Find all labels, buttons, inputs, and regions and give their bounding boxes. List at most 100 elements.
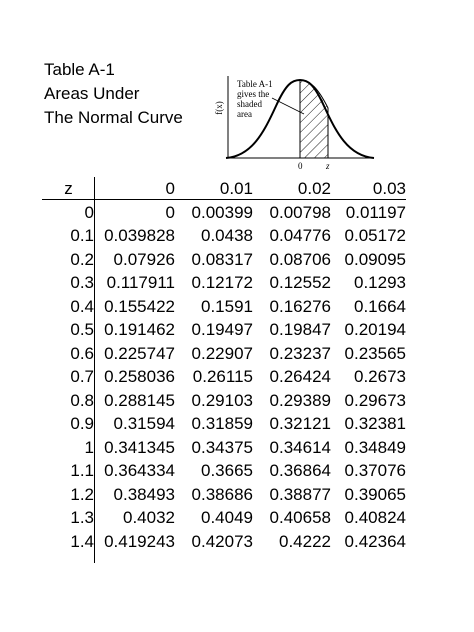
area-value-cell: 0.40658	[253, 506, 331, 530]
area-value-cell: 0.16276	[253, 295, 331, 319]
z-value-cell: 0.6	[42, 342, 95, 366]
area-value-cell: 0.08706	[253, 248, 331, 272]
area-value-cell: 0.2673	[331, 365, 406, 389]
y-axis-label: f(x)	[214, 101, 224, 115]
area-value-cell: 0.42073	[175, 530, 253, 554]
z-value-cell: 1.3	[42, 506, 95, 530]
area-value-cell: 0.364334	[95, 459, 175, 483]
z-value-cell: 0	[42, 201, 95, 225]
area-value-cell: 0.32121	[253, 412, 331, 436]
table-row: 0 0 0.00399 0.00798 0.01197	[42, 201, 406, 225]
area-value-cell: 0.26424	[253, 365, 331, 389]
area-value-cell: 0.31859	[175, 412, 253, 436]
area-value-cell: 0.00399	[175, 201, 253, 225]
area-value-cell: 0.4049	[175, 506, 253, 530]
table-row: 0.8 0.288145 0.29103 0.29389 0.29673	[42, 389, 406, 413]
shaded-area	[300, 80, 328, 158]
area-value-cell: 0.117911	[95, 271, 175, 295]
normal-curve-svg: f(x) Table A-1 gives the shaded area 0 z	[212, 62, 384, 174]
area-value-cell: 0.29389	[253, 389, 331, 413]
header-cell: 0	[95, 177, 175, 201]
area-value-cell: 0.07926	[95, 248, 175, 272]
area-value-cell: 0.20194	[331, 318, 406, 342]
area-value-cell: 0.29103	[175, 389, 253, 413]
figure-caption-line-2: gives the	[237, 89, 269, 99]
area-value-cell: 0.155422	[95, 295, 175, 319]
table-row: 0.6 0.225747 0.22907 0.23237 0.23565	[42, 342, 406, 366]
area-value-cell: 0.09095	[331, 248, 406, 272]
area-value-cell: 0.3665	[175, 459, 253, 483]
normal-table: z 0 0.01 0.02 0.03 0 0 0.00399 0.00798 0.011…	[42, 177, 406, 553]
header-cell: z	[42, 177, 95, 201]
table-row: 1 0.341345 0.34375 0.34614 0.34849	[42, 436, 406, 460]
table-row: 1.2 0.38493 0.38686 0.38877 0.39065	[42, 483, 406, 507]
area-value-cell: 0.34849	[331, 436, 406, 460]
area-value-cell: 0.341345	[95, 436, 175, 460]
z-value-cell: 0.9	[42, 412, 95, 436]
area-value-cell: 0.191462	[95, 318, 175, 342]
area-value-cell: 0.38877	[253, 483, 331, 507]
z-value-cell: 0.7	[42, 365, 95, 389]
area-value-cell: 0.4032	[95, 506, 175, 530]
z-value-cell: 0.4	[42, 295, 95, 319]
table-row: 0.3 0.117911 0.12172 0.12552 0.1293	[42, 271, 406, 295]
tick-zero: 0	[298, 161, 303, 171]
area-value-cell: 0.288145	[95, 389, 175, 413]
area-value-cell: 0.42364	[331, 530, 406, 554]
area-value-cell: 0.01197	[331, 201, 406, 225]
z-value-cell: 1.2	[42, 483, 95, 507]
z-value-cell: 0.3	[42, 271, 95, 295]
area-value-cell: 0.4222	[253, 530, 331, 554]
area-value-cell: 0.31594	[95, 412, 175, 436]
table-row: 0.4 0.155422 0.1591 0.16276 0.1664	[42, 295, 406, 319]
title-line-3: The Normal Curve	[44, 106, 183, 130]
table-header-row: z 0 0.01 0.02 0.03	[42, 177, 406, 201]
figure-caption-line-4: area	[237, 109, 252, 119]
area-value-cell: 0.19497	[175, 318, 253, 342]
table-body: 0 0 0.00399 0.00798 0.01197 0.1 0.039828 0.0438…	[42, 201, 406, 554]
z-value-cell: 0.8	[42, 389, 95, 413]
area-value-cell: 0.40824	[331, 506, 406, 530]
z-value-cell: 1.4	[42, 530, 95, 554]
area-value-cell: 0.1293	[331, 271, 406, 295]
area-value-cell: 0.00798	[253, 201, 331, 225]
area-value-cell: 0.38493	[95, 483, 175, 507]
area-value-cell: 0.05172	[331, 224, 406, 248]
figure-caption-line-3: shaded	[237, 99, 262, 109]
table-row: 0.2 0.07926 0.08317 0.08706 0.09095	[42, 248, 406, 272]
areas-table: z 0 0.01 0.02 0.03 0 0 0.00399 0.00798 0.011…	[42, 177, 406, 553]
header-cell: 0.01	[175, 177, 253, 201]
table-row: 0.5 0.191462 0.19497 0.19847 0.20194	[42, 318, 406, 342]
table-row: 1.1 0.364334 0.3665 0.36864 0.37076	[42, 459, 406, 483]
z-value-cell: 1.1	[42, 459, 95, 483]
area-value-cell: 0.08317	[175, 248, 253, 272]
area-value-cell: 0.37076	[331, 459, 406, 483]
table-row: 0.7 0.258036 0.26115 0.26424 0.2673	[42, 365, 406, 389]
area-value-cell: 0.38686	[175, 483, 253, 507]
table-row: 0.9 0.31594 0.31859 0.32121 0.32381	[42, 412, 406, 436]
area-value-cell: 0.1591	[175, 295, 253, 319]
area-value-cell: 0.36864	[253, 459, 331, 483]
area-value-cell: 0.34614	[253, 436, 331, 460]
area-value-cell: 0.0438	[175, 224, 253, 248]
area-value-cell: 0.258036	[95, 365, 175, 389]
area-value-cell: 0.12172	[175, 271, 253, 295]
page-title: Table A-1 Areas Under The Normal Curve	[44, 58, 183, 130]
area-value-cell: 0.419243	[95, 530, 175, 554]
area-value-cell: 0	[95, 201, 175, 225]
area-value-cell: 0.1664	[331, 295, 406, 319]
tick-z: z	[325, 161, 330, 171]
area-value-cell: 0.29673	[331, 389, 406, 413]
z-value-cell: 0.2	[42, 248, 95, 272]
header-cell: 0.03	[331, 177, 406, 201]
area-value-cell: 0.22907	[175, 342, 253, 366]
table-row: 0.1 0.039828 0.0438 0.04776 0.05172	[42, 224, 406, 248]
area-value-cell: 0.32381	[331, 412, 406, 436]
header-cell: 0.02	[253, 177, 331, 201]
area-value-cell: 0.39065	[331, 483, 406, 507]
area-value-cell: 0.26115	[175, 365, 253, 389]
figure-caption-line-1: Table A-1	[237, 79, 273, 89]
table-row: 1.3 0.4032 0.4049 0.40658 0.40824	[42, 506, 406, 530]
z-value-cell: 0.1	[42, 224, 95, 248]
area-value-cell: 0.19847	[253, 318, 331, 342]
